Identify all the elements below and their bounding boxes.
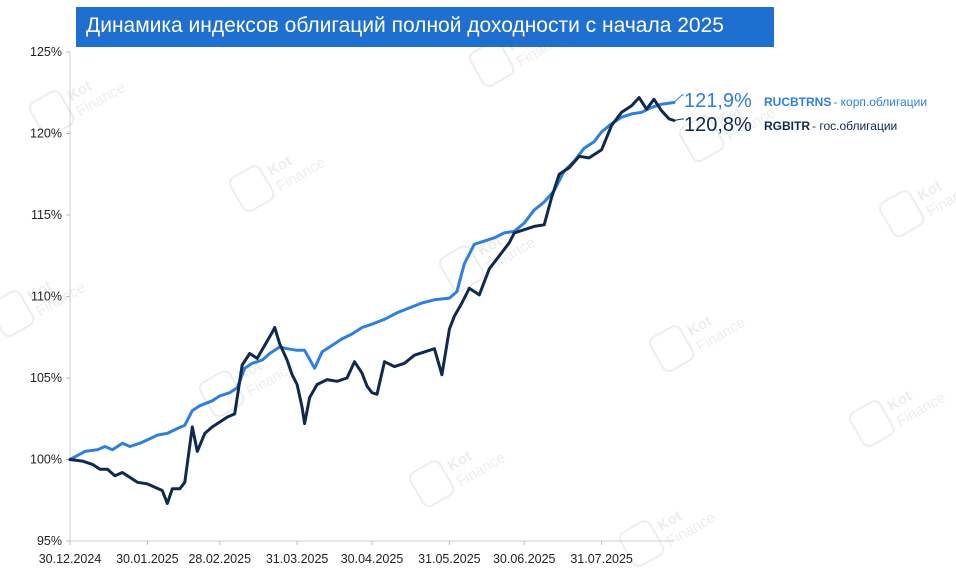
cat-logo-icon [879,190,925,238]
end-labels: 121,9% RUCBTRNS - корп.облигации 120,8% RGB… [673,90,927,136]
y-ticks: 95% 100% 105% 110% 115% 120% 125% [30,45,70,548]
y-tick-label: 115% [31,208,62,222]
x-tick-label: 31.07.2025 [570,552,633,566]
x-tick-label: 30.06.2025 [493,552,556,566]
cat-logo-icon [649,325,695,373]
x-tick-label: 30.12.2024 [39,552,102,566]
series-description-label: - корп.облигации [833,95,927,109]
y-tick-label: 100% [30,453,62,467]
series-line-rgbitr [68,96,676,505]
end-value-label: 121,9% [684,90,752,112]
x-tick-label: 30.01.2025 [116,552,179,566]
end-label-leader [673,94,684,103]
end-label-leader [673,118,684,121]
series-name-label: RUCBTRNS [764,95,831,109]
x-tick-label: 28.02.2025 [188,552,251,566]
cat-logo-icon [469,40,515,88]
cat-logo-icon [619,520,665,568]
x-tick-label: 31.03.2025 [266,552,329,566]
cat-logo-icon [409,460,455,508]
axes [69,52,674,542]
x-ticks: 30.12.2024 30.01.2025 28.02.2025 31.03.2025… [39,541,633,566]
y-tick-label: 105% [30,371,62,385]
cat-logo-icon [849,400,895,448]
y-tick-label: 110% [31,290,62,304]
y-tick-label: 125% [30,45,62,59]
cat-logo-icon [229,165,275,213]
chart-title-box: Динамика индексов облигаций полной доход… [76,7,774,47]
x-tick-label: 31.05.2025 [418,552,481,566]
series-name-label: RGBITR [764,119,810,133]
end-value-label: 120,8% [684,114,752,136]
cat-logo-icon [439,245,485,293]
series-lines [68,96,676,505]
chart-title: Динамика индексов облигаций полной доход… [86,14,724,37]
cat-logo-icon [679,115,725,163]
y-tick-label: 95% [37,534,62,548]
y-tick-label: 120% [30,127,62,141]
cat-logo-icon [0,290,35,338]
series-description-label: - гос.облигации [812,119,897,133]
cat-logo-icon [29,90,75,138]
x-tick-label: 30.04.2025 [341,552,404,566]
